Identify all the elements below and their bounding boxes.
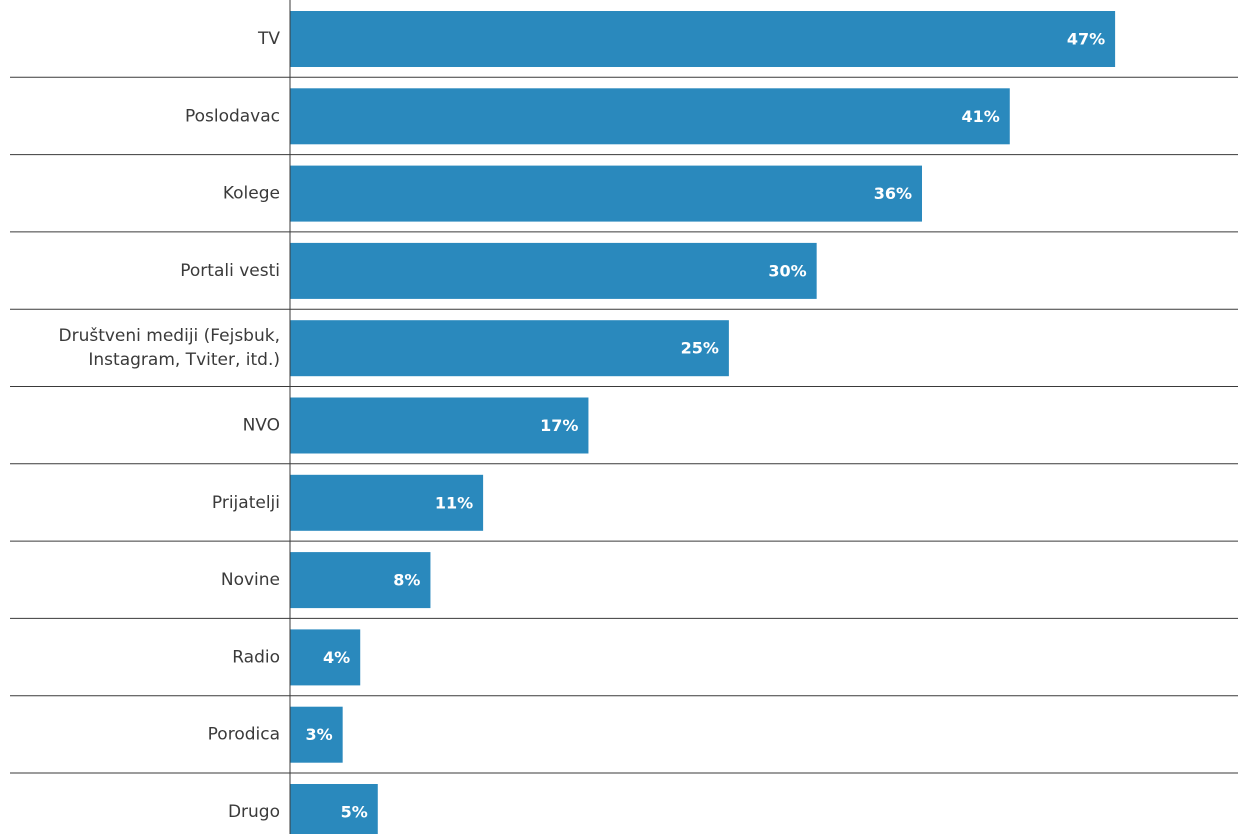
category-label-line: Drugo — [228, 802, 280, 822]
bar-group — [290, 11, 1116, 834]
value-label: 3% — [305, 725, 332, 744]
category-label: Poslodavac — [185, 106, 280, 126]
value-label: 17% — [540, 416, 578, 435]
value-label: 4% — [323, 648, 350, 667]
value-label: 25% — [681, 339, 719, 358]
category-label-line: NVO — [243, 416, 280, 436]
category-label: Novine — [221, 570, 280, 590]
bar — [290, 629, 361, 686]
category-label-line: TV — [257, 29, 280, 49]
category-label-line: Poslodavac — [185, 106, 280, 126]
category-label: Prijatelji — [212, 493, 280, 513]
bar — [290, 397, 589, 454]
category-label: Porodica — [208, 725, 280, 745]
value-labels: 47% 41% 36% 30% 25% 17% 11% 8% 4% 3% 5% — [305, 30, 1105, 822]
category-label-line: Radio — [232, 647, 280, 667]
bar — [290, 242, 817, 299]
category-label: Društveni mediji (Fejsbuk, Instagram, Tvi… — [58, 326, 280, 370]
category-label: Kolege — [223, 184, 280, 204]
bar — [290, 784, 378, 834]
category-label: Drugo — [228, 802, 280, 822]
category-label-line: Porodica — [208, 725, 280, 745]
category-label-line: Novine — [221, 570, 280, 590]
bar — [290, 320, 729, 377]
category-label-line: Prijatelji — [212, 493, 280, 513]
bar — [290, 706, 343, 763]
bar — [290, 552, 431, 609]
category-label: TV — [257, 29, 280, 49]
row-separators — [10, 76, 1238, 774]
category-label-line: Instagram, Tviter, itd.) — [88, 350, 280, 370]
bar — [290, 11, 1116, 67]
value-label: 36% — [874, 184, 912, 203]
bar — [290, 165, 922, 222]
value-label: 8% — [393, 571, 420, 590]
value-label: 11% — [435, 493, 473, 512]
category-label: NVO — [243, 416, 280, 436]
category-label-line: Kolege — [223, 184, 280, 204]
category-label: Radio — [232, 647, 280, 667]
value-label: 5% — [341, 803, 368, 822]
value-label: 47% — [1067, 30, 1105, 49]
category-label-line: Portali vesti — [180, 261, 280, 281]
category-labels: TV Poslodavac Kolege Portali vesti Društveni… — [58, 29, 280, 822]
value-label: 41% — [961, 107, 999, 126]
value-label: 30% — [768, 261, 806, 280]
bar — [290, 474, 484, 531]
category-label: Portali vesti — [180, 261, 280, 281]
bar — [290, 88, 1010, 145]
category-label-line: Društveni mediji (Fejsbuk, — [58, 326, 280, 346]
